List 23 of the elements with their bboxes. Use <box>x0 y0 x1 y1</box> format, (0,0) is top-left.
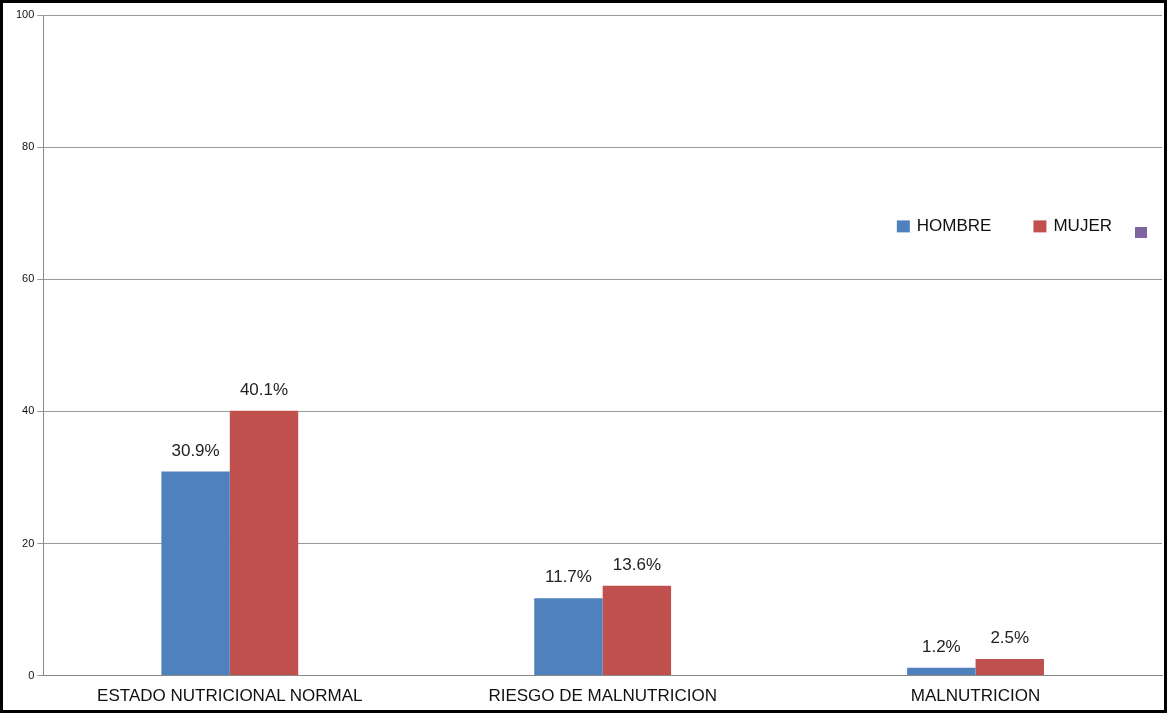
bar <box>975 659 1044 676</box>
legend-label: MUJER <box>1053 216 1113 236</box>
bar <box>602 585 672 676</box>
data-label: 1.2% <box>921 636 961 656</box>
y-tick-label: 40 <box>22 404 35 417</box>
data-label: 2.5% <box>990 628 1030 648</box>
data-label: 30.9% <box>171 440 220 460</box>
data-label: 11.7% <box>544 567 592 587</box>
x-tick-label: RIESGO DE MALNUTRICION <box>488 686 717 706</box>
bar <box>907 667 976 676</box>
y-tick-label: 80 <box>22 140 35 153</box>
y-tick-label: 100 <box>15 8 35 21</box>
y-tick-label: 20 <box>22 536 35 549</box>
y-tick-label: 60 <box>22 272 35 285</box>
data-label: 13.6% <box>612 554 661 574</box>
bar <box>229 410 299 676</box>
bar <box>534 598 603 676</box>
data-label: 40.1% <box>239 379 289 399</box>
x-tick-label: ESTADO NUTRICIONAL NORMAL <box>97 686 363 706</box>
y-tick-label: 0 <box>28 668 35 681</box>
bar <box>161 471 230 676</box>
legend-label: HOMBRE <box>916 216 992 236</box>
x-tick-label: MALNUTRICION <box>910 686 1041 706</box>
